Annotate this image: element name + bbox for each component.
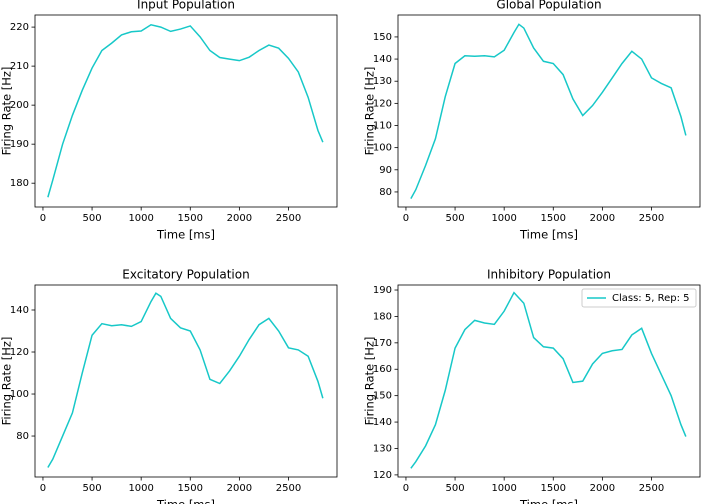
x-tick-label: 0 <box>40 213 46 224</box>
y-tick-label: 140 <box>373 417 392 428</box>
y-tick-label: 140 <box>10 305 29 316</box>
data-line <box>410 291 687 469</box>
y-tick-label: 220 <box>10 22 29 33</box>
y-tick-label: 140 <box>373 54 392 65</box>
x-tick-label: 1500 <box>178 213 203 224</box>
data-line <box>410 23 687 199</box>
x-tick-label: 0 <box>403 483 409 494</box>
subplot-title: Global Population <box>496 0 601 12</box>
y-tick-label: 170 <box>373 338 392 349</box>
x-tick-label: 2000 <box>227 213 252 224</box>
x-tick-label: 2500 <box>276 213 301 224</box>
y-tick-label: 200 <box>10 100 29 111</box>
y-tick-label: 100 <box>10 389 29 400</box>
x-tick-label: 2000 <box>227 483 252 494</box>
x-tick-label: 1000 <box>128 483 153 494</box>
axes-frame <box>397 284 701 478</box>
y-tick-label: 210 <box>10 61 29 72</box>
y-tick-label: 190 <box>373 285 392 296</box>
y-tick-label: 130 <box>373 443 392 454</box>
x-tick-label: 500 <box>83 213 102 224</box>
y-tick-label: 150 <box>373 391 392 402</box>
x-tick-label: 500 <box>83 483 102 494</box>
y-tick-label: 180 <box>373 311 392 322</box>
y-tick-label: 80 <box>379 187 392 198</box>
y-tick-label: 190 <box>10 139 29 150</box>
subplot-title: Excitatory Population <box>122 268 249 282</box>
x-tick-label: 1000 <box>491 483 516 494</box>
y-tick-label: 130 <box>373 76 392 87</box>
x-tick-label: 2500 <box>276 483 301 494</box>
y-tick-label: 90 <box>379 165 392 176</box>
x-tick-label: 2000 <box>590 483 615 494</box>
x-tick-label: 1000 <box>491 213 516 224</box>
x-tick-label: 1500 <box>541 483 566 494</box>
y-tick-label: 120 <box>10 347 29 358</box>
subplot-title: Input Population <box>137 0 235 12</box>
x-axis-label: Time [ms] <box>519 228 578 242</box>
y-tick-label: 120 <box>373 470 392 481</box>
x-tick-label: 0 <box>40 483 46 494</box>
y-tick-label: 100 <box>373 143 392 154</box>
y-tick-label: 120 <box>373 98 392 109</box>
x-tick-label: 2500 <box>639 483 664 494</box>
y-tick-label: 80 <box>16 431 29 442</box>
x-axis-label: Time [ms] <box>156 228 215 242</box>
y-tick-label: 150 <box>373 32 392 43</box>
x-tick-label: 500 <box>446 483 465 494</box>
x-tick-label: 1500 <box>541 213 566 224</box>
y-tick-label: 180 <box>10 178 29 189</box>
x-axis-label: Time [ms] <box>156 498 215 504</box>
legend-box <box>581 288 697 308</box>
y-axis-label: Firing Rate [Hz] <box>363 337 377 426</box>
x-tick-label: 1000 <box>128 213 153 224</box>
axes-frame <box>34 284 338 478</box>
y-axis-label: Firing Rate [Hz] <box>363 67 377 156</box>
y-axis-label: Firing Rate [Hz] <box>0 337 14 426</box>
y-tick-label: 160 <box>373 364 392 375</box>
x-axis-label: Time [ms] <box>519 498 578 504</box>
y-tick-label: 110 <box>373 121 392 132</box>
x-tick-label: 2000 <box>590 213 615 224</box>
x-tick-label: 2500 <box>639 213 664 224</box>
x-tick-label: 500 <box>446 213 465 224</box>
subplot-title: Inhibitory Population <box>487 268 611 282</box>
axes-frame <box>397 14 701 208</box>
data-line <box>47 292 324 468</box>
axes-frame <box>34 14 338 208</box>
legend-label: Class: 5, Rep: 5 <box>612 293 690 304</box>
x-tick-label: 0 <box>403 213 409 224</box>
x-tick-label: 1500 <box>178 483 203 494</box>
y-axis-label: Firing Rate [Hz] <box>0 67 14 156</box>
data-line <box>47 23 324 198</box>
